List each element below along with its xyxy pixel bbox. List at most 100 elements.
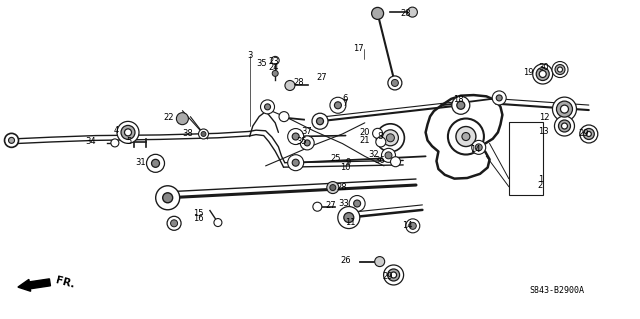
Text: 20: 20	[360, 128, 370, 137]
Circle shape	[492, 91, 506, 105]
Circle shape	[456, 127, 476, 146]
Circle shape	[457, 101, 465, 109]
Circle shape	[288, 155, 304, 171]
Circle shape	[279, 112, 289, 122]
Circle shape	[580, 125, 598, 143]
Circle shape	[561, 123, 568, 129]
Circle shape	[125, 129, 131, 136]
Text: 5: 5	[126, 137, 131, 146]
Circle shape	[335, 102, 341, 109]
Text: 28: 28	[400, 9, 411, 18]
Text: 1: 1	[538, 175, 543, 184]
Text: 16: 16	[193, 214, 204, 223]
Circle shape	[271, 56, 279, 64]
Text: 24: 24	[269, 63, 279, 72]
Circle shape	[327, 182, 339, 194]
Text: 23: 23	[269, 57, 280, 66]
Text: 10: 10	[340, 163, 351, 172]
Text: 26: 26	[340, 256, 351, 265]
Text: 14: 14	[402, 221, 412, 230]
Circle shape	[552, 62, 568, 78]
Text: 18: 18	[453, 95, 464, 104]
Text: 27: 27	[325, 201, 336, 210]
Circle shape	[304, 140, 310, 146]
Circle shape	[559, 120, 570, 132]
Circle shape	[586, 131, 591, 137]
Text: 22: 22	[164, 113, 174, 122]
Circle shape	[167, 216, 181, 230]
FancyArrow shape	[18, 279, 51, 291]
Text: 14: 14	[470, 145, 481, 154]
Circle shape	[536, 68, 549, 80]
Circle shape	[288, 129, 304, 145]
Text: 4: 4	[113, 126, 118, 135]
Circle shape	[557, 67, 563, 72]
Circle shape	[383, 130, 398, 146]
Circle shape	[554, 116, 575, 136]
Circle shape	[201, 131, 206, 137]
Circle shape	[532, 64, 553, 84]
Circle shape	[260, 100, 275, 114]
Text: 8: 8	[378, 132, 383, 141]
Text: 34: 34	[85, 137, 96, 146]
Text: 3: 3	[247, 51, 252, 60]
Circle shape	[448, 119, 484, 154]
Text: 30: 30	[538, 63, 549, 72]
Circle shape	[374, 256, 385, 267]
Circle shape	[408, 7, 417, 17]
Circle shape	[387, 134, 394, 142]
Circle shape	[264, 104, 271, 110]
Circle shape	[344, 212, 354, 223]
Text: 25: 25	[330, 154, 340, 163]
Circle shape	[300, 136, 314, 150]
Text: 29: 29	[578, 129, 588, 138]
Circle shape	[561, 105, 568, 113]
Text: FR.: FR.	[55, 275, 76, 290]
Circle shape	[385, 152, 392, 159]
Text: 13: 13	[538, 127, 549, 136]
Circle shape	[583, 129, 595, 139]
Circle shape	[372, 7, 383, 19]
Circle shape	[496, 95, 502, 101]
Text: S843-B2900A: S843-B2900A	[529, 286, 584, 295]
Circle shape	[292, 159, 299, 166]
Circle shape	[376, 124, 404, 152]
Text: 6: 6	[343, 94, 348, 103]
Text: 9: 9	[346, 158, 351, 167]
Text: 29: 29	[383, 272, 393, 281]
Text: 15: 15	[193, 209, 204, 218]
Circle shape	[552, 97, 577, 121]
Circle shape	[392, 79, 398, 86]
Circle shape	[452, 96, 470, 114]
Text: 37: 37	[301, 127, 312, 136]
Circle shape	[152, 159, 159, 167]
Circle shape	[390, 157, 401, 167]
Circle shape	[214, 219, 222, 226]
Circle shape	[349, 196, 365, 211]
Circle shape	[555, 64, 565, 75]
Circle shape	[147, 154, 164, 172]
Circle shape	[111, 139, 119, 147]
Circle shape	[117, 122, 139, 143]
Circle shape	[338, 207, 360, 228]
Bar	[509, 122, 543, 195]
Circle shape	[472, 140, 486, 154]
Circle shape	[406, 219, 420, 233]
Text: 7: 7	[343, 100, 348, 108]
Circle shape	[476, 144, 482, 151]
Text: 36: 36	[374, 156, 385, 165]
Circle shape	[312, 113, 328, 129]
Circle shape	[163, 193, 173, 203]
Text: 35: 35	[256, 59, 267, 68]
Circle shape	[462, 132, 470, 141]
Circle shape	[381, 148, 396, 162]
Text: 17: 17	[353, 44, 364, 53]
Text: 35: 35	[296, 137, 307, 146]
Circle shape	[372, 128, 383, 138]
Text: 28: 28	[336, 183, 347, 192]
Circle shape	[272, 70, 278, 76]
Text: 12: 12	[539, 113, 549, 122]
Text: 28: 28	[293, 78, 304, 87]
Circle shape	[354, 200, 360, 207]
Circle shape	[317, 118, 323, 125]
